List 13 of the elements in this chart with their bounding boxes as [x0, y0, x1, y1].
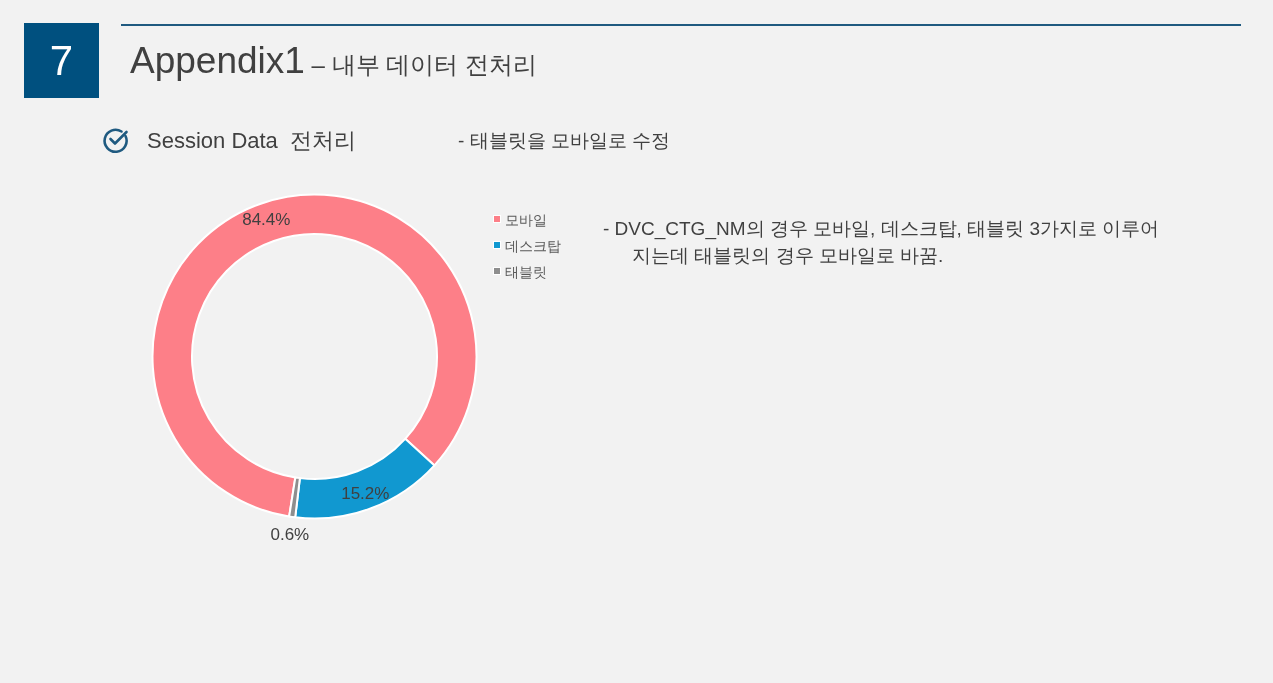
legend-label: 데스크탑 [504, 237, 561, 254]
text: 7 [24, 23, 99, 98]
legend-label: 태블릿 [504, 263, 547, 280]
data-label: 0.6% [270, 524, 310, 544]
text: - DVC_CTG_NM의 경우 모바일, 데스크탑, 태블릿 3가지로 이루어지는데 태블릿의 경우 모바일로 바꿈. [603, 217, 1161, 268]
text: Session Data 전처리 [147, 127, 357, 155]
text: - 태블릿을 모바일로 수정 [458, 129, 671, 153]
data-label: 84.4% [242, 210, 291, 230]
legend-label: 모바일 [504, 211, 547, 228]
chart-title: Appendix1 [130, 40, 305, 81]
donut-slice [151, 193, 478, 518]
chart-subtitle: – 내부 데이터 전처리 [310, 51, 537, 78]
data-label: 15.2% [341, 483, 390, 503]
